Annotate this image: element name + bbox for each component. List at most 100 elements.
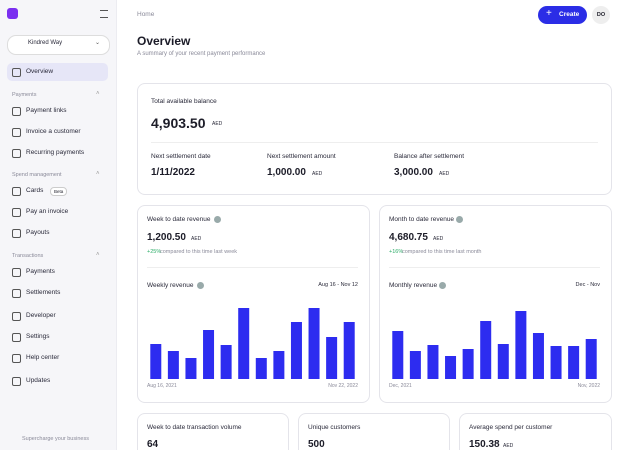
nav-item[interactable]: Settlements [26,289,61,296]
stat-label: Average spend per customer [469,424,553,431]
create-label: Create [559,11,580,18]
stat-card [459,413,612,450]
settlement-value: 1,000.00 [267,167,306,178]
revenue-amount: 1,200.50 [147,232,186,243]
nav-item[interactable]: Recurring payments [26,149,85,156]
nav-item[interactable]: Pay an invoice [26,208,69,215]
chart-title: Weekly revenue [147,282,194,289]
card-label: Month to date revenue [389,216,455,223]
bar [445,356,457,379]
nav-item[interactable]: Settings [26,333,50,340]
nav-item[interactable]: Updates [26,377,51,384]
card-label: Week to date revenue [147,216,211,223]
nav-icon [12,229,21,238]
nav-icon [12,333,21,342]
nav-icon [12,128,21,137]
section-caret: ˄ [96,171,100,177]
card-divider [389,267,600,268]
stat-label: Week to date transaction volume [147,424,242,431]
nav-icon [12,107,21,116]
collapse-icon[interactable] [100,10,108,18]
nav-item[interactable]: Help center [26,354,60,361]
currency: AED [312,171,323,177]
change: +25% [147,249,162,255]
stat-value: 64 [147,439,159,450]
nav-icon [12,377,21,386]
sidebar-footer: Supercharge your business [22,436,89,442]
bar [343,322,355,379]
card-divider [147,267,358,268]
bar [568,346,580,379]
nav-item[interactable]: Payment links [26,107,67,114]
page-subtitle: A summary of your recent payment perform… [137,51,266,57]
stat-value: 150.38 [469,439,500,450]
balance-card [137,83,612,195]
currency: AED [212,121,223,127]
x-end-label: Nov, 2022 [577,383,600,389]
change-text: compared to this time last month [402,249,482,255]
change: +16% [389,249,404,255]
settlement-label: Balance after settlement [394,153,465,160]
stat-label: Unique customers [308,424,361,431]
currency: AED [439,171,450,177]
revenue-amount: 4,680.75 [389,232,428,243]
plus-icon: + [546,8,552,19]
nav-item[interactable]: Cards [26,187,44,194]
balance-amount: 4,903.50 [151,115,206,131]
chart-range: Aug 16 - Nov 12 [318,282,358,288]
nav-icon [12,312,21,321]
nav-section: Transactions [12,253,44,259]
info-icon [214,216,221,223]
nav-item[interactable]: Payments [26,268,55,275]
bar [326,337,338,379]
page-title: Overview [137,34,191,48]
settlement-label: Next settlement amount [267,153,336,160]
nav-section: Spend management [12,172,62,178]
breadcrumb: Home [137,11,155,18]
stat-card [298,413,450,450]
divider [151,142,598,143]
x-start-label: Dec, 2021 [389,383,412,389]
nav-icon [12,354,21,363]
change-text: compared to this time last week [160,249,238,255]
nav-item[interactable]: Overview [26,68,54,75]
nav-active [7,63,108,81]
nav-icon [12,268,21,277]
chart-range: Dec - Nov [575,282,600,288]
bar-chart [392,311,597,379]
nav-item[interactable]: Payouts [26,229,50,236]
bar [497,344,509,379]
avatar[interactable]: DO [592,6,610,24]
settlement-value: 3,000.00 [394,167,433,178]
info-icon [456,216,463,223]
currency: AED [503,443,514,449]
info-icon [439,282,446,289]
settlement-label: Next settlement date [151,153,211,160]
bar [185,358,197,379]
bar [392,331,404,379]
bar [167,351,179,379]
bar [150,344,162,379]
section-caret: ˄ [96,91,100,97]
dropdown-caret: ⌄ [95,40,101,46]
bar [290,322,302,379]
create-button[interactable]: Create + [538,6,587,24]
workspace-select[interactable] [7,35,110,55]
nav-item[interactable]: Developer [26,312,56,319]
bar [409,351,421,379]
currency: AED [191,236,202,242]
balance-label: Total available balance [151,98,217,105]
bar [238,308,250,379]
bar [480,321,492,379]
bar [203,330,215,379]
nav-icon [12,208,21,217]
nav-item[interactable]: Invoice a customer [26,128,81,135]
nav-icon [12,68,21,77]
bar [220,345,232,379]
nav-icon [12,149,21,158]
nav-icon [12,289,21,298]
chart-title: Monthly revenue [389,282,438,289]
x-end-label: Nov 22, 2022 [328,383,358,389]
bar [550,346,562,379]
